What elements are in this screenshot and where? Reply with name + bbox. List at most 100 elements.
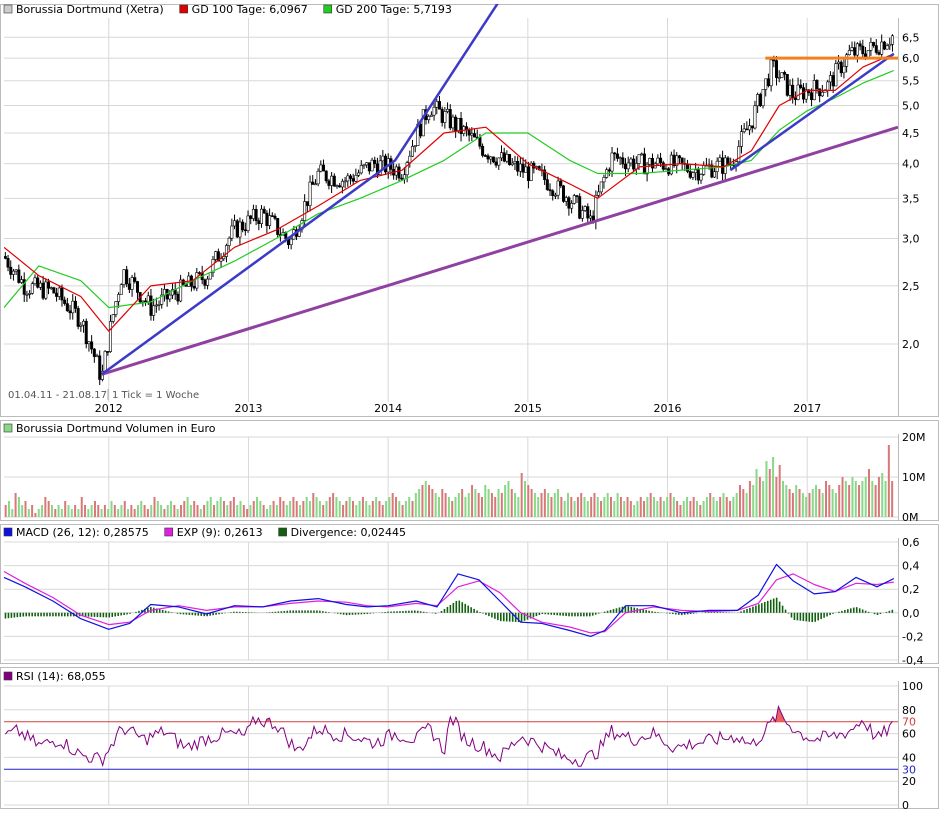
price-candle-body (613, 152, 617, 155)
price-candle-body (109, 321, 113, 352)
volume-bar (821, 493, 824, 517)
price-candle-body (524, 166, 528, 173)
volume-bar (368, 505, 371, 517)
price-candle-body (739, 131, 743, 147)
volume-bar (527, 485, 530, 517)
volume-bar (600, 501, 603, 517)
volume-bar (232, 497, 235, 517)
price-candle-body (491, 156, 495, 163)
volume-bar (861, 481, 864, 517)
price-candle-body (98, 355, 102, 380)
volume-bar (269, 505, 272, 517)
legend-swatch (3, 4, 13, 14)
volume-bar (537, 497, 540, 517)
price-candle-body (831, 75, 835, 87)
volume-bar (424, 481, 427, 517)
price-candle-body (435, 101, 439, 108)
volume-bar (100, 509, 103, 517)
volume-bar (252, 501, 255, 517)
price-candle-body (575, 195, 579, 197)
price-candle-body (877, 52, 881, 55)
panel-frame (0, 524, 939, 664)
price-candle-body (427, 116, 431, 121)
volume-bar (332, 493, 335, 517)
price-candle-body (777, 77, 781, 79)
price-candle-body (319, 164, 323, 172)
volume-bar (623, 501, 626, 517)
rsi-panel (4, 704, 898, 770)
price-candle-body (125, 269, 129, 285)
volume-bar (656, 501, 659, 517)
volume-bar (136, 505, 139, 517)
volume-bar (351, 501, 354, 517)
price-candle-body (79, 324, 83, 327)
volume-bar (735, 493, 738, 517)
volume-bar (117, 509, 120, 517)
price-candle-body (750, 125, 754, 129)
price-candle-body (38, 282, 42, 288)
price-candle-body (785, 74, 789, 96)
rsi-y-tick-label: 0 (902, 799, 909, 812)
price-candle-body (28, 293, 32, 295)
volume-bar (738, 485, 741, 517)
volume-bar (54, 509, 57, 517)
price-candle-body (556, 180, 560, 196)
price-candle-body (203, 279, 207, 286)
panel-frame (0, 420, 939, 521)
volume-bar (514, 493, 517, 517)
legend-swatch (278, 527, 287, 537)
volume-bar (490, 493, 493, 517)
price-candle-body (9, 266, 13, 275)
price-y-tick-label: 6,0 (902, 52, 920, 65)
volume-bar (801, 493, 804, 517)
price-candle-body (675, 155, 679, 166)
price-candle-body (429, 114, 433, 117)
price-candle-body (41, 282, 45, 299)
legend-swatch (164, 527, 174, 537)
volume-bar (649, 493, 652, 517)
price-y-tick-label: 3,0 (902, 232, 920, 245)
volume-bar (596, 497, 599, 517)
price-candle-body (562, 185, 566, 202)
panel-frames (0, 4, 939, 809)
volume-bar (47, 501, 50, 517)
rsi-y-tick-label: 80 (902, 704, 916, 717)
volume-bar (805, 497, 808, 517)
volume-bar (318, 501, 321, 517)
price-candle-body (254, 209, 258, 221)
volume-bar (222, 501, 225, 517)
volume-bar (762, 481, 765, 517)
price-legend-label: GD 100 Tage: 6,0967 (192, 3, 308, 16)
volume-bar (480, 497, 483, 517)
price-candle-body (578, 196, 582, 219)
price-candle-body (273, 215, 277, 219)
volume-bar (189, 505, 192, 517)
volume-bar (788, 489, 791, 517)
volume-bar (494, 497, 497, 517)
volume-bar (431, 489, 434, 517)
volume-bar (37, 509, 40, 517)
price-candle-body (696, 169, 700, 181)
price-candle-body (845, 54, 849, 67)
volume-bar (765, 461, 768, 517)
volume-bar (146, 509, 149, 517)
volume-bar (775, 477, 778, 517)
volume-bar (868, 469, 871, 517)
volume-bar (84, 505, 87, 517)
price-y-tick-label: 2,5 (902, 280, 920, 293)
price-candle-body (152, 305, 156, 316)
price-y-tick-label: 2,0 (902, 338, 920, 351)
volume-bar (848, 485, 851, 517)
price-candle-body (804, 89, 808, 100)
price-candle-body (443, 111, 447, 123)
volume-bar (170, 501, 173, 517)
volume-bar (838, 485, 841, 517)
volume-bar (808, 493, 811, 517)
volume-bar (183, 501, 186, 517)
price-candle-body (405, 162, 409, 176)
price-candle-body (702, 165, 706, 175)
price-candle-body (305, 201, 309, 206)
volume-bar (477, 493, 480, 517)
price-candle-body (756, 94, 760, 107)
price-candle-body (241, 221, 245, 231)
